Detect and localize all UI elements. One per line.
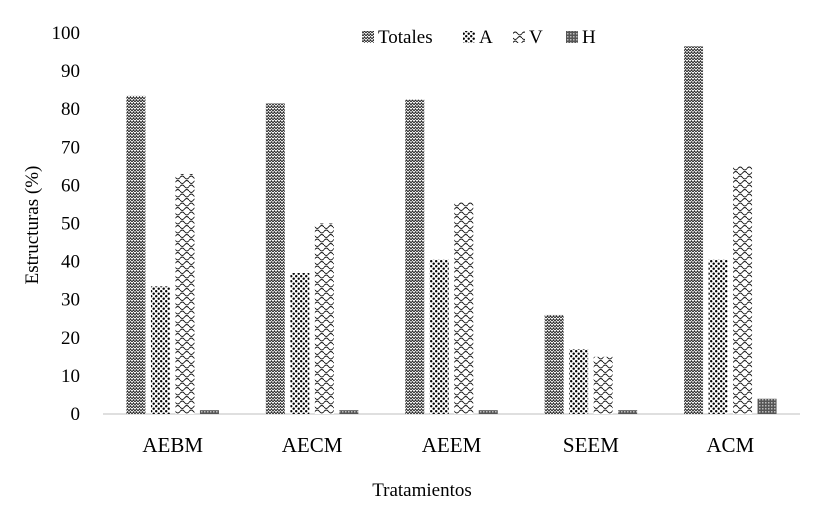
x-tick-label: AECM xyxy=(282,433,343,457)
legend-swatch-h xyxy=(566,31,578,43)
bar-a-aecm xyxy=(290,273,310,414)
legend-label-h: H xyxy=(582,27,596,48)
y-tick-label: 40 xyxy=(61,252,80,273)
bar-v-aecm xyxy=(314,223,334,414)
y-tick-label: 50 xyxy=(61,214,80,235)
legend-label-totales: Totales xyxy=(378,27,433,48)
y-axis-title: Estructuras (%) xyxy=(22,166,43,285)
x-axis-tick-labels: AEBM AECM AEEM SEEM ACM xyxy=(142,433,754,457)
legend-swatch-a xyxy=(463,31,475,43)
y-tick-label: 10 xyxy=(61,366,80,387)
bar-a-aebm xyxy=(150,286,170,414)
bar-a-aeem xyxy=(429,259,449,414)
y-tick-label: 100 xyxy=(52,23,81,44)
y-tick-label: 90 xyxy=(61,61,80,82)
bar-v-aebm xyxy=(175,173,195,414)
x-axis-title: Tratamientos xyxy=(372,480,472,501)
y-tick-label: 80 xyxy=(61,99,80,120)
legend-label-a: A xyxy=(479,27,493,48)
y-tick-label: 60 xyxy=(61,175,80,196)
y-tick-label: 0 xyxy=(71,404,81,425)
bar-totales-aeem xyxy=(405,99,425,415)
x-tick-label: SEEM xyxy=(563,433,619,457)
bars-group xyxy=(126,46,777,415)
bar-h-aeem xyxy=(478,410,498,414)
bar-v-acm xyxy=(733,166,753,414)
bar-totales-aebm xyxy=(126,95,146,415)
y-tick-label: 70 xyxy=(61,137,80,158)
legend: Totales A V H xyxy=(362,27,596,48)
legend-swatch-totales xyxy=(362,31,374,43)
y-tick-label: 20 xyxy=(61,328,80,349)
bar-h-acm xyxy=(757,398,777,414)
legend-label-v: V xyxy=(529,27,543,48)
bar-totales-seem xyxy=(544,314,564,414)
bar-v-seem xyxy=(593,356,613,414)
legend-swatch-v xyxy=(513,31,525,43)
bar-totales-aecm xyxy=(265,103,285,415)
bar-h-seem xyxy=(618,410,638,414)
y-axis-tick-labels: 0 10 20 30 40 50 60 70 80 90 100 xyxy=(52,23,81,425)
y-tick-label: 30 xyxy=(61,290,80,311)
x-tick-label: AEEM xyxy=(422,433,482,457)
x-tick-label: ACM xyxy=(706,433,754,457)
bar-h-aecm xyxy=(339,410,359,414)
bar-v-aeem xyxy=(454,202,474,414)
x-tick-label: AEBM xyxy=(142,433,203,457)
bar-h-aebm xyxy=(199,410,219,414)
bar-a-seem xyxy=(569,349,589,414)
bar-a-acm xyxy=(708,259,728,414)
bar-totales-acm xyxy=(684,46,704,415)
